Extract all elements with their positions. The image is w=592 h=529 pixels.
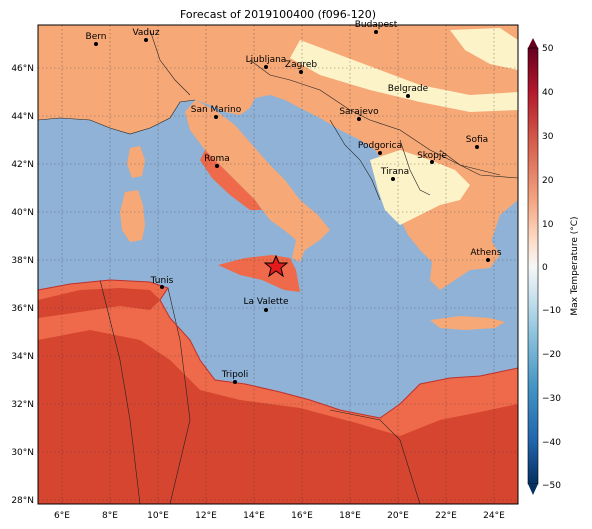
lat-tick: 46°N — [11, 64, 34, 74]
land-greece — [398, 190, 500, 290]
city-label-podgorica: Podgorica — [358, 141, 402, 151]
city-dot — [214, 115, 218, 119]
land-italy — [185, 100, 330, 262]
city-label-ljubljana: Ljubljana — [246, 55, 287, 65]
lat-tick: 36°N — [11, 304, 34, 314]
city-label-tunis: Tunis — [150, 276, 174, 286]
colorbar: 50 40 30 20 10 0 −10 −20 −30 −40 −50 Max… — [527, 38, 580, 495]
city-dot — [430, 160, 434, 164]
lat-tick: 30°N — [11, 448, 34, 458]
city-label-la-valette: La Valette — [244, 297, 289, 307]
city-label-belgrade: Belgrade — [388, 84, 429, 94]
city-dot — [475, 145, 479, 149]
colorbar-label: Max Temperature (°C) — [570, 216, 580, 315]
lon-tick: 12°E — [195, 511, 217, 521]
colorbar-tick: −10 — [542, 306, 561, 316]
city-label-tripoli: Tripoli — [221, 370, 249, 380]
land-hot-tunisia — [38, 288, 160, 318]
land-corsica — [127, 146, 145, 178]
lon-tick: 24°E — [483, 511, 505, 521]
lon-tick: 22°E — [435, 511, 457, 521]
lon-tick: 8°E — [102, 511, 118, 521]
star-marker — [263, 254, 289, 278]
lat-axis: 46°N 44°N 42°N 40°N 38°N 36°N 34°N 32°N … — [11, 64, 34, 506]
city-dot — [233, 380, 237, 384]
land-crete — [430, 316, 505, 330]
lon-axis: 6°E 8°E 10°E 12°E 14°E 16°E 18°E 20°E 22… — [54, 511, 505, 521]
city-dot — [264, 308, 268, 312]
lat-tick: 42°N — [11, 160, 34, 170]
city-dot — [94, 42, 98, 46]
city-dot — [299, 70, 303, 74]
coastline — [38, 279, 518, 419]
land-cool-alps — [290, 40, 518, 112]
colorbar-tick: 40 — [542, 88, 554, 98]
plot-frame — [37, 24, 519, 505]
cities: Bern Vaduz Budapest Ljubljana Zagreb Bel… — [86, 20, 502, 384]
colorbar-tick: 10 — [542, 220, 554, 230]
lat-tick: 38°N — [11, 256, 34, 266]
lat-tick: 40°N — [11, 208, 34, 218]
colorbar-bar — [527, 47, 539, 485]
city-label-roma: Roma — [204, 154, 230, 164]
country-borders — [38, 29, 518, 504]
city-label-sofia: Sofia — [466, 135, 488, 145]
city-label-athens: Athens — [470, 248, 501, 258]
city-label-zagreb: Zagreb — [285, 60, 317, 70]
colorbar-bottom-arrow — [528, 484, 538, 495]
city-dot — [160, 285, 164, 289]
city-dot — [374, 30, 378, 34]
colorbar-tick: 0 — [542, 263, 548, 273]
lon-tick: 18°E — [339, 511, 361, 521]
colorbar-tick: 20 — [542, 176, 554, 186]
colorbar-tick: −30 — [542, 394, 561, 404]
land-cool-northeast — [450, 28, 518, 70]
colorbar-tick: −20 — [542, 350, 561, 360]
lon-tick: 10°E — [147, 511, 169, 521]
lat-tick: 44°N — [11, 112, 34, 122]
colorbar-tick: 30 — [542, 132, 554, 142]
lat-tick: 34°N — [11, 352, 34, 362]
city-label-sarajevo: Sarajevo — [339, 107, 379, 117]
city-label-san-marino: San Marino — [191, 105, 242, 115]
city-dot — [215, 164, 219, 168]
city-dot — [378, 151, 382, 155]
city-dot — [357, 117, 361, 121]
city-dot — [406, 94, 410, 98]
city-label-budapest: Budapest — [355, 20, 398, 30]
colorbar-top-arrow — [528, 38, 538, 48]
lon-tick: 6°E — [54, 511, 70, 521]
lon-tick: 14°E — [243, 511, 265, 521]
city-label-skopje: Skopje — [417, 151, 447, 161]
lon-tick: 16°E — [291, 511, 313, 521]
lon-tick: 20°E — [387, 511, 409, 521]
land-cool-balkans — [370, 150, 470, 225]
colorbar-tick: −40 — [542, 438, 561, 448]
city-label-vaduz: Vaduz — [132, 28, 159, 38]
map-title: Forecast of 2019100400 (f096-120) — [179, 8, 377, 21]
lat-tick: 28°N — [11, 496, 34, 506]
city-label-tirana: Tirana — [380, 167, 409, 177]
city-dot — [144, 38, 148, 42]
land-sardinia — [120, 190, 145, 242]
colorbar-tick: −50 — [542, 481, 561, 491]
city-label-bern: Bern — [86, 32, 107, 42]
city-dot — [391, 177, 395, 181]
city-dot — [486, 258, 490, 262]
colorbar-tick: 50 — [542, 44, 554, 54]
city-dot — [264, 65, 268, 69]
lat-tick: 32°N — [11, 400, 34, 410]
